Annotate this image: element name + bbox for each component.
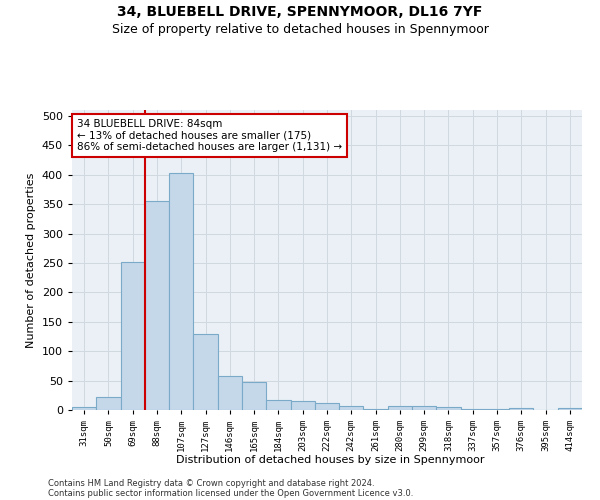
Bar xyxy=(290,401,315,410)
Bar xyxy=(96,397,121,410)
Bar xyxy=(169,173,193,410)
Bar xyxy=(218,376,242,410)
Text: Size of property relative to detached houses in Spennymoor: Size of property relative to detached ho… xyxy=(112,22,488,36)
Text: 34, BLUEBELL DRIVE, SPENNYMOOR, DL16 7YF: 34, BLUEBELL DRIVE, SPENNYMOOR, DL16 7YF xyxy=(118,5,482,19)
Text: Distribution of detached houses by size in Spennymoor: Distribution of detached houses by size … xyxy=(176,455,484,465)
Bar xyxy=(242,382,266,410)
Bar xyxy=(558,408,582,410)
Bar xyxy=(121,262,145,410)
Bar xyxy=(145,201,169,410)
Bar xyxy=(485,409,509,410)
Text: Contains public sector information licensed under the Open Government Licence v3: Contains public sector information licen… xyxy=(48,488,413,498)
Text: Contains HM Land Registry data © Crown copyright and database right 2024.: Contains HM Land Registry data © Crown c… xyxy=(48,478,374,488)
Bar xyxy=(315,403,339,410)
Y-axis label: Number of detached properties: Number of detached properties xyxy=(26,172,36,348)
Bar xyxy=(436,407,461,410)
Bar xyxy=(509,408,533,410)
Bar xyxy=(193,334,218,410)
Bar xyxy=(388,406,412,410)
Bar xyxy=(266,400,290,410)
Bar xyxy=(412,406,436,410)
Bar xyxy=(339,406,364,410)
Text: 34 BLUEBELL DRIVE: 84sqm
← 13% of detached houses are smaller (175)
86% of semi-: 34 BLUEBELL DRIVE: 84sqm ← 13% of detach… xyxy=(77,119,342,152)
Bar xyxy=(72,407,96,410)
